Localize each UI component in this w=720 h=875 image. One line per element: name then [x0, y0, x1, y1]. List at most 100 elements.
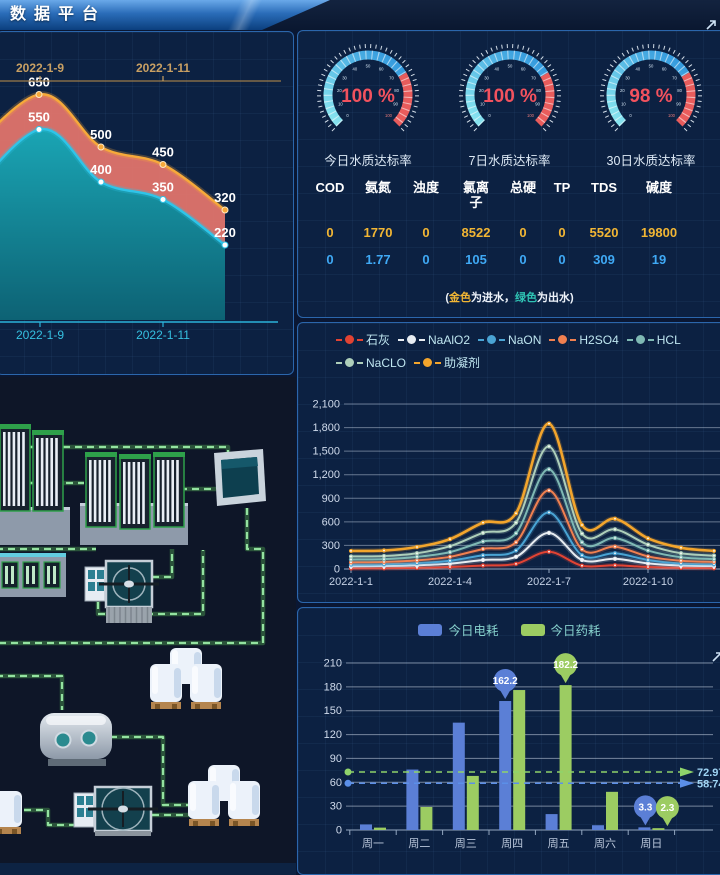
- gauge-0: 0 10 20 30 40 50 60 70 80 90 100 100 % 今日水质达标率: [298, 37, 438, 169]
- svg-text:60: 60: [520, 67, 525, 72]
- legend-label: H2SO4: [579, 332, 619, 347]
- footnote-gold: 金色: [449, 292, 471, 304]
- svg-text:周四: 周四: [501, 837, 523, 850]
- plant-3d-scene[interactable]: [0, 377, 296, 875]
- legend-item-助凝剂[interactable]: 助凝剂: [414, 354, 480, 371]
- legend-label: 今日药耗: [550, 624, 601, 638]
- svg-text:100 %: 100 %: [341, 86, 395, 107]
- svg-text:500: 500: [90, 127, 112, 142]
- svg-text:650: 650: [28, 75, 50, 90]
- svg-text:320: 320: [214, 190, 236, 205]
- gauge-2: 0 10 20 30 40 50 60 70 80 90 100 98 % 30日水质达标率: [581, 37, 720, 169]
- svg-text:20: 20: [337, 88, 342, 93]
- table-cell: 105: [465, 251, 487, 267]
- gauge-label: 今日水质达标率: [324, 154, 412, 168]
- expand-icon[interactable]: [704, 18, 718, 32]
- legend-item-H2SO4[interactable]: H2SO4: [549, 332, 619, 347]
- legend-marker-icon: [345, 335, 354, 344]
- svg-text:2022-1-7: 2022-1-7: [527, 576, 571, 588]
- svg-text:0: 0: [346, 113, 349, 118]
- svg-text:150: 150: [324, 705, 342, 717]
- inflow-outflow-panel: 650 550 500 400 450 350 320 220 2022-1-9 2022-1-1…: [0, 31, 294, 375]
- svg-text:2,100: 2,100: [312, 399, 340, 411]
- svg-text:60: 60: [330, 777, 342, 789]
- svg-text:0: 0: [629, 113, 632, 118]
- legend-item-石灰[interactable]: 石灰: [336, 331, 390, 348]
- legend-item-NaCLO[interactable]: NaCLO: [336, 356, 406, 370]
- plant-scene-canvas: [0, 424, 296, 875]
- table-header: 总硬: [509, 180, 536, 195]
- storage-tank: [40, 713, 112, 766]
- svg-text:450: 450: [152, 145, 174, 160]
- svg-text:20: 20: [479, 88, 484, 93]
- svg-text:162.2: 162.2: [493, 676, 518, 687]
- header-bar: 数据平台: [0, 0, 720, 30]
- inflow-outflow-chart: 650 550 500 400 450 350 320 220 2022-1-9 2022-1-1…: [0, 61, 281, 342]
- table-cell: 19: [651, 251, 667, 267]
- table-cell: 8522: [461, 224, 491, 240]
- water-quality-panel: 0 10 20 30 40 50 60 70 80 90 100 100 % 今日水质达标率 0 10 20 3…: [297, 30, 720, 318]
- legend-item-今日药耗[interactable]: 今日药耗: [520, 620, 601, 639]
- footnote-text: 为出水): [537, 292, 574, 304]
- svg-text:70: 70: [389, 75, 394, 80]
- legend-item-NaON[interactable]: NaON: [478, 333, 541, 347]
- svg-text:30: 30: [342, 75, 347, 80]
- svg-text:10: 10: [338, 101, 343, 106]
- svg-text:120: 120: [324, 729, 342, 741]
- pipeline-network: [0, 444, 266, 828]
- legend-item-HCL[interactable]: HCL: [626, 332, 681, 347]
- table-header: 碱度: [645, 180, 672, 195]
- table-header: COD: [315, 180, 345, 195]
- table-header: 氯离子: [462, 180, 489, 210]
- legend-label: HCL: [656, 332, 681, 347]
- table-cell: 1.77: [365, 251, 391, 267]
- page-title: 数据平台: [10, 6, 107, 23]
- legend-label: NaON: [508, 332, 542, 347]
- svg-text:350: 350: [152, 180, 174, 195]
- svg-text:400: 400: [90, 162, 112, 177]
- svg-text:40: 40: [352, 67, 357, 72]
- svg-text:60: 60: [662, 67, 667, 72]
- legend-item-今日电耗[interactable]: 今日电耗: [418, 620, 499, 639]
- svg-text:周二: 周二: [408, 837, 430, 850]
- svg-text:0: 0: [336, 825, 342, 837]
- svg-text:80: 80: [394, 88, 399, 93]
- footnote-text: 为进水，: [471, 292, 515, 304]
- table-header: 氨氮: [364, 180, 391, 195]
- svg-text:10: 10: [480, 101, 485, 106]
- table-cell: 0: [558, 224, 566, 240]
- svg-text:30: 30: [625, 75, 630, 80]
- svg-text:2022-1-1: 2022-1-1: [329, 576, 373, 588]
- svg-text:10: 10: [621, 101, 626, 106]
- gauge-row: 0 10 20 30 40 50 60 70 80 90 100 100 % 今日水质达标率 0 10 20 3…: [298, 37, 720, 169]
- svg-text:40: 40: [635, 67, 640, 72]
- footnote-text: (: [445, 292, 449, 304]
- clarifier: [84, 559, 159, 623]
- table-row-出水: 0 1.77 0 105 0 0 309 19: [306, 252, 718, 267]
- gauge-label: 30日水质达标率: [606, 154, 696, 168]
- svg-text:50: 50: [366, 64, 371, 69]
- treatment-train: [0, 553, 66, 597]
- table-cell: 0: [326, 251, 334, 267]
- svg-text:周六: 周六: [594, 837, 616, 850]
- svg-text:90: 90: [676, 101, 681, 106]
- svg-text:98 %: 98 %: [629, 86, 672, 107]
- expand-icon[interactable]: [710, 650, 720, 664]
- legend-marker-icon: [345, 358, 354, 367]
- legend-marker-icon: [635, 335, 645, 344]
- table-cell: 0: [558, 251, 566, 267]
- svg-text:550: 550: [28, 110, 50, 125]
- legend-label: NaAlO2: [428, 332, 471, 347]
- legend-item-NaAlO2[interactable]: NaAlO2: [398, 333, 470, 347]
- svg-text:220: 220: [214, 225, 236, 240]
- legend-label: 今日电耗: [448, 624, 499, 638]
- header-wedge: [0, 0, 330, 30]
- svg-text:80: 80: [677, 88, 682, 93]
- svg-text:50: 50: [649, 64, 654, 69]
- svg-text:180: 180: [324, 681, 342, 693]
- svg-text:1,500: 1,500: [312, 446, 340, 458]
- table-cell: 0: [422, 251, 430, 267]
- chemical-bag-pallets: [150, 648, 222, 709]
- gauge-label: 7日水质达标率: [468, 154, 551, 168]
- svg-text:1,200: 1,200: [312, 469, 340, 481]
